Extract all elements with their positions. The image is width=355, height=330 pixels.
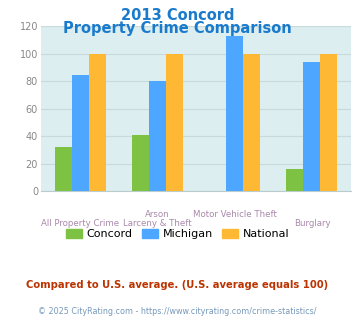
Bar [149, 82, 166, 191]
Text: Burglary: Burglary [294, 219, 331, 228]
Text: Motor Vehicle Theft: Motor Vehicle Theft [193, 210, 277, 218]
Text: All Property Crime: All Property Crime [40, 219, 119, 228]
Bar [286, 169, 304, 191]
Bar [72, 75, 89, 191]
Bar [132, 135, 149, 191]
Text: Larceny & Theft: Larceny & Theft [123, 219, 192, 228]
Text: 2013 Concord: 2013 Concord [121, 8, 234, 23]
Bar [89, 54, 106, 191]
Bar [304, 62, 320, 191]
Bar [166, 54, 183, 191]
Bar [226, 36, 243, 191]
Text: Arson: Arson [145, 210, 170, 218]
Bar [243, 54, 260, 191]
Text: © 2025 CityRating.com - https://www.cityrating.com/crime-statistics/: © 2025 CityRating.com - https://www.city… [38, 307, 317, 316]
Text: Compared to U.S. average. (U.S. average equals 100): Compared to U.S. average. (U.S. average … [26, 280, 329, 290]
Text: Property Crime Comparison: Property Crime Comparison [63, 21, 292, 36]
Legend: Concord, Michigan, National: Concord, Michigan, National [61, 224, 294, 244]
Bar [320, 54, 337, 191]
Bar [55, 148, 72, 191]
